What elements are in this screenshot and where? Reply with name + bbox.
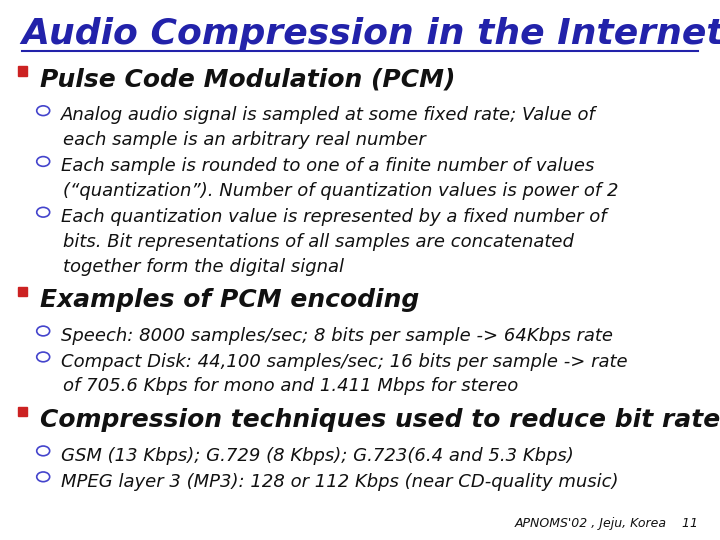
Text: Compression techniques used to reduce bit rate: Compression techniques used to reduce bi… — [40, 408, 720, 431]
Text: Speech: 8000 samples/sec; 8 bits per sample -> 64Kbps rate: Speech: 8000 samples/sec; 8 bits per sam… — [61, 327, 613, 345]
Text: bits. Bit representations of all samples are concatenated: bits. Bit representations of all samples… — [63, 233, 575, 251]
Text: Audio Compression in the Internet: Audio Compression in the Internet — [22, 17, 720, 51]
Text: Analog audio signal is sampled at some fixed rate; Value of: Analog audio signal is sampled at some f… — [61, 106, 596, 124]
Text: GSM (13 Kbps); G.729 (8 Kbps); G.723(6.4 and 5.3 Kbps): GSM (13 Kbps); G.729 (8 Kbps); G.723(6.4… — [61, 447, 574, 464]
Text: Examples of PCM encoding: Examples of PCM encoding — [40, 288, 419, 312]
Text: MPEG layer 3 (MP3): 128 or 112 Kbps (near CD-quality music): MPEG layer 3 (MP3): 128 or 112 Kbps (nea… — [61, 472, 618, 490]
Text: APNOMS'02 , Jeju, Korea    11: APNOMS'02 , Jeju, Korea 11 — [514, 517, 698, 530]
Text: of 705.6 Kbps for mono and 1.411 Mbps for stereo: of 705.6 Kbps for mono and 1.411 Mbps fo… — [63, 377, 518, 395]
Text: Compact Disk: 44,100 samples/sec; 16 bits per sample -> rate: Compact Disk: 44,100 samples/sec; 16 bit… — [61, 353, 628, 370]
Text: (“quantization”). Number of quantization values is power of 2: (“quantization”). Number of quantization… — [63, 182, 619, 200]
Bar — [18, 287, 27, 296]
Bar — [18, 66, 27, 76]
Text: Each quantization value is represented by a fixed number of: Each quantization value is represented b… — [61, 208, 607, 226]
Text: each sample is an arbitrary real number: each sample is an arbitrary real number — [63, 131, 426, 149]
Text: Each sample is rounded to one of a finite number of values: Each sample is rounded to one of a finit… — [61, 157, 595, 175]
Bar — [18, 407, 27, 416]
Text: together form the digital signal: together form the digital signal — [63, 258, 344, 275]
Text: Pulse Code Modulation (PCM): Pulse Code Modulation (PCM) — [40, 68, 455, 91]
